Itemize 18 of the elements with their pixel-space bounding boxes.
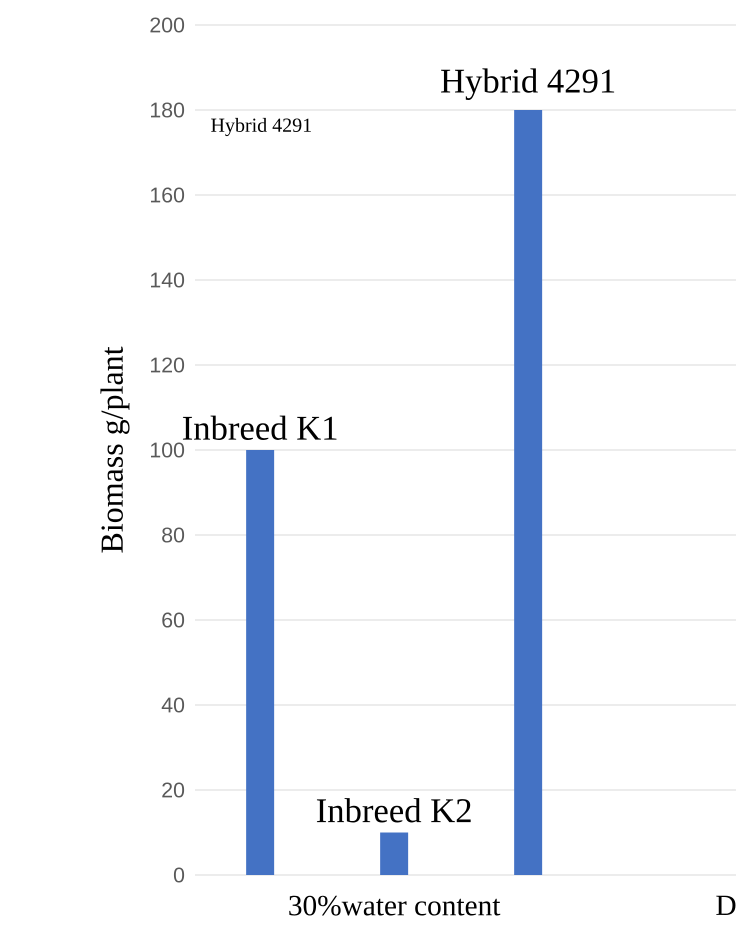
series-label: Hybrid 4291 xyxy=(441,68,614,100)
y-tick-label: 80 xyxy=(162,527,184,543)
y-tick-label: 160 xyxy=(150,187,184,203)
y-tick-label: 0 xyxy=(174,867,184,883)
y-tick-label: 200 xyxy=(150,17,184,33)
y-tick-label: 180 xyxy=(150,102,184,118)
x-tick-label: 30%water content xyxy=(289,896,500,916)
annotation: Hybrid 4291 xyxy=(211,118,311,136)
y-axis-title: Biomass g/plant xyxy=(100,346,130,553)
y-tick-label: 100 xyxy=(150,442,184,458)
series-label: Inbreed K2 xyxy=(316,798,471,822)
y-tick-label: 140 xyxy=(150,272,184,288)
y-tick-label: 60 xyxy=(162,612,184,628)
y-tick-label: 40 xyxy=(162,697,184,713)
y-tick-label: 120 xyxy=(150,357,184,373)
series-label: Inbreed K1 xyxy=(182,416,336,440)
y-tick-label: 20 xyxy=(162,782,184,798)
x-tick-label: D xyxy=(716,896,736,915)
